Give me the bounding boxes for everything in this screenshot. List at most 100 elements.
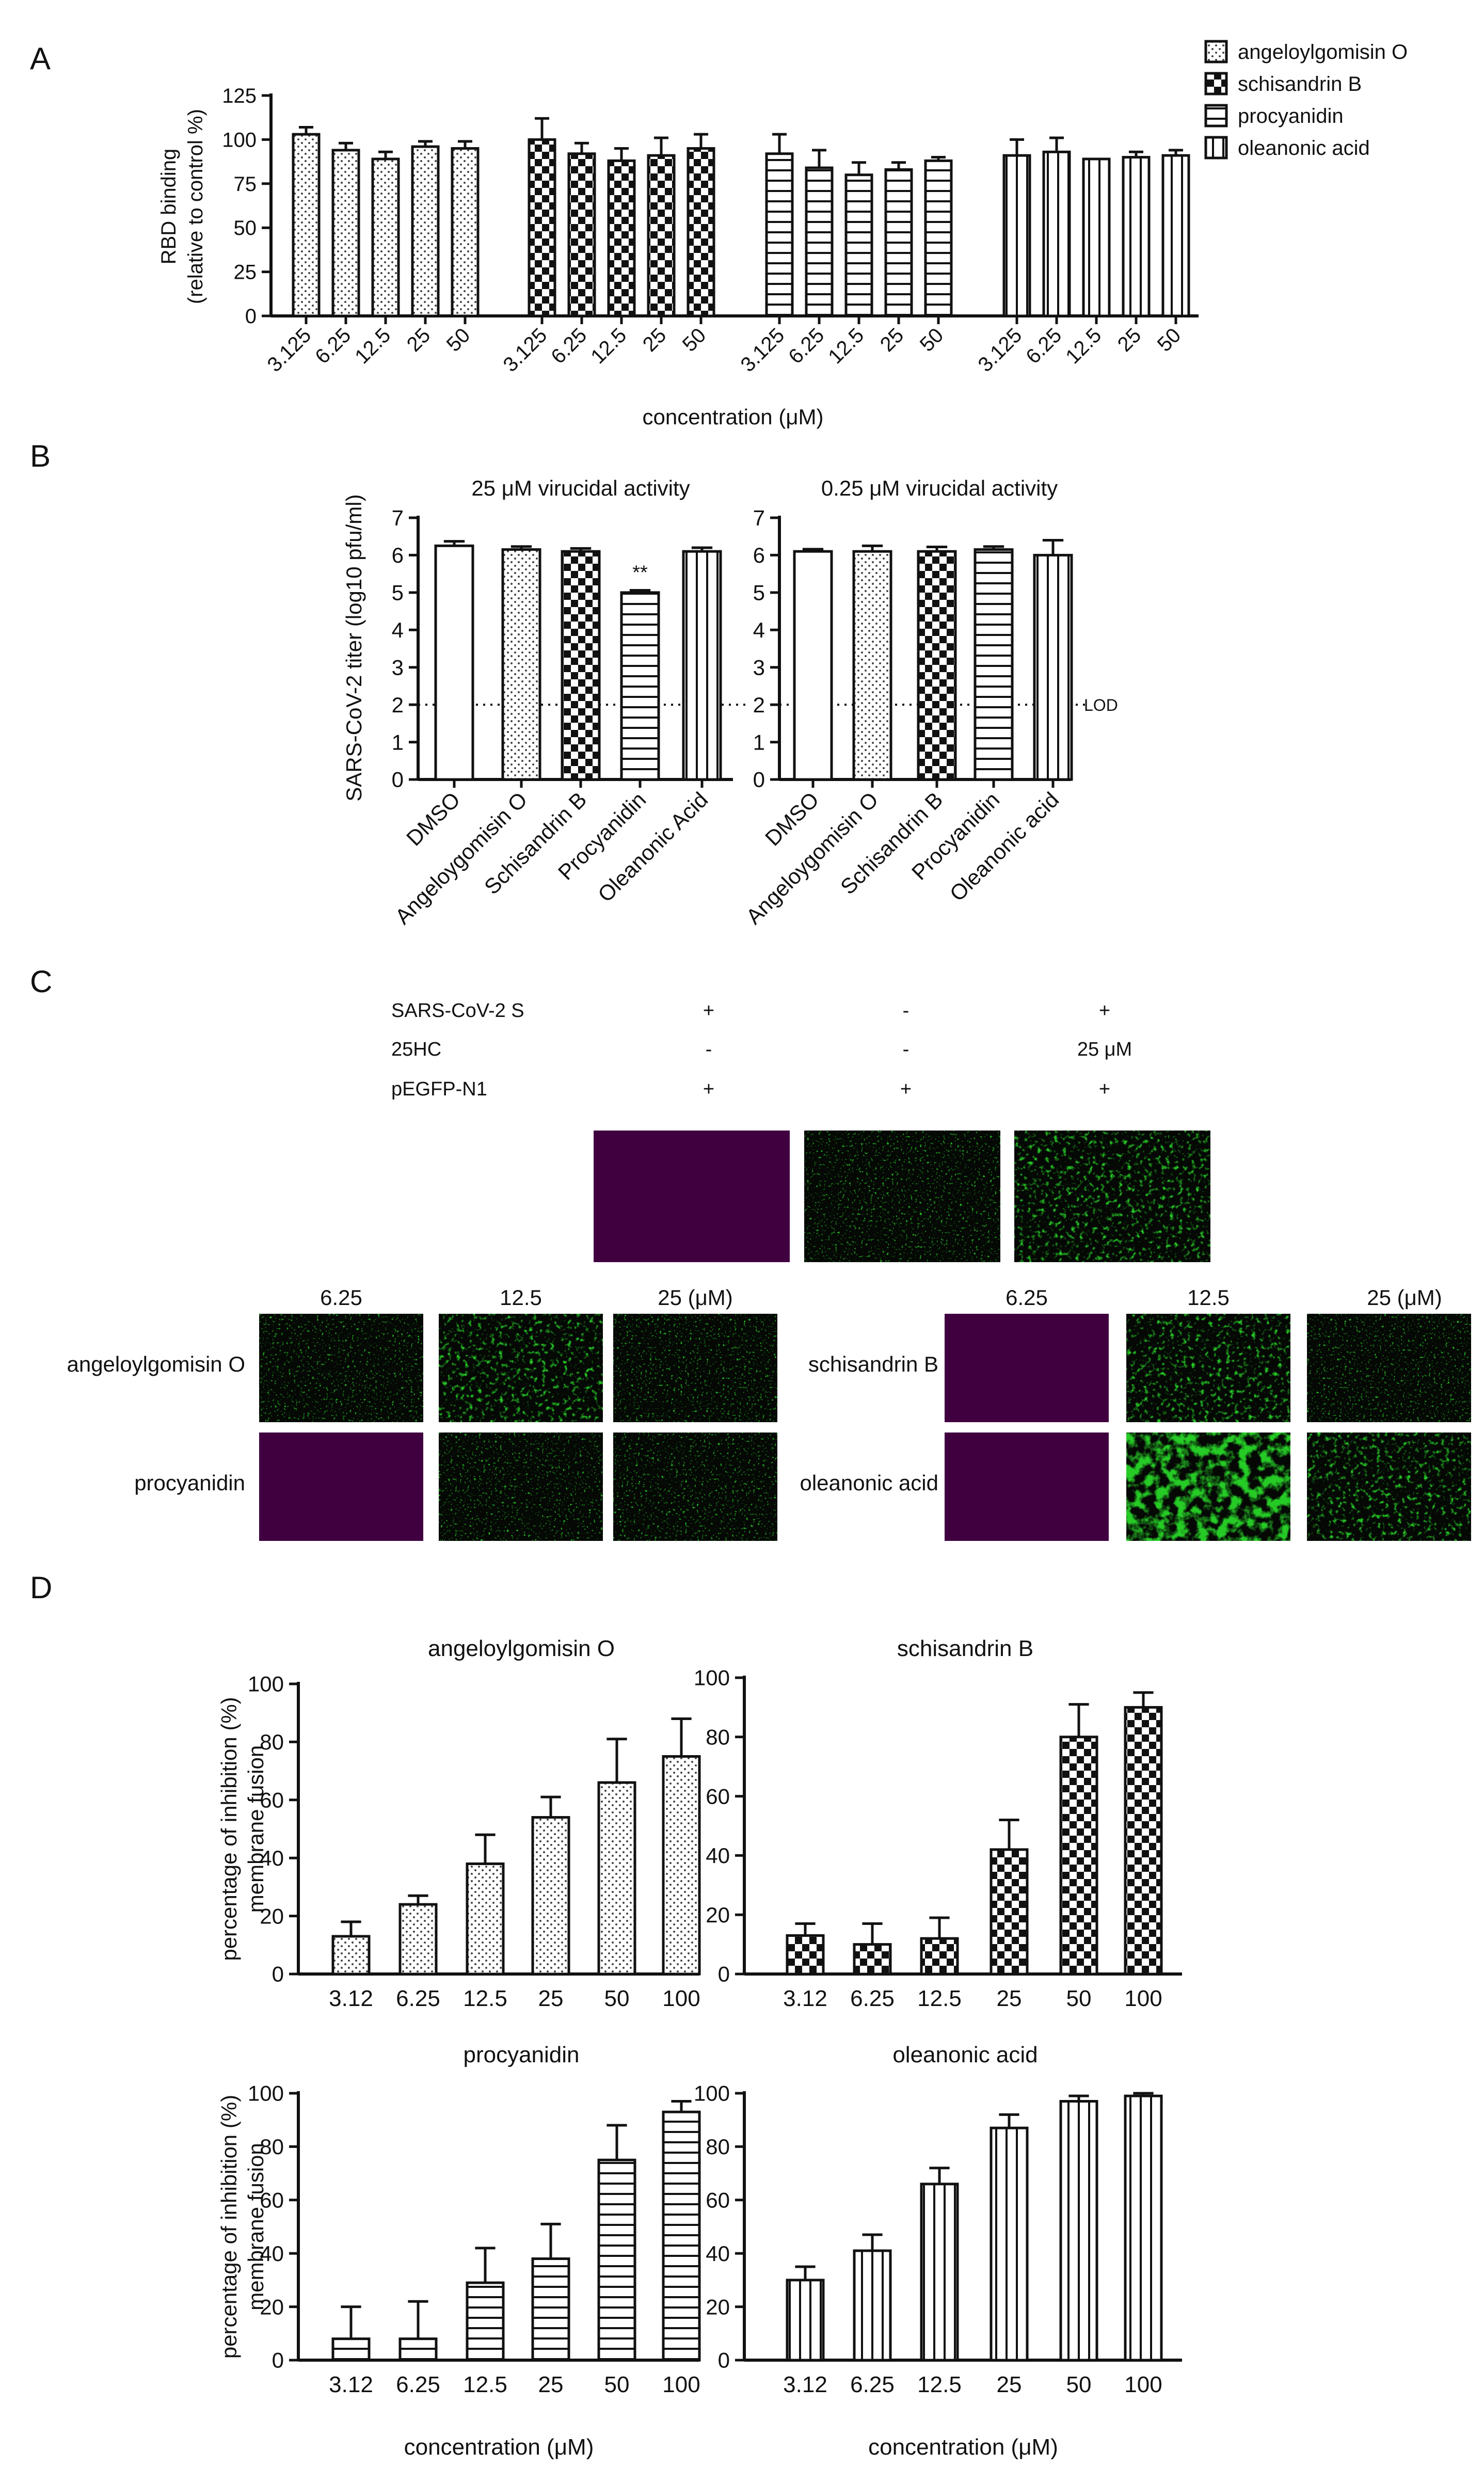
error-bar-oleanonic-acid-100 [1133, 2092, 1154, 2096]
bar-oleanonic-acid-25 [1122, 156, 1151, 317]
x-tick-label: 6.25 [547, 324, 591, 368]
error-bar-oleanonic-acid-3-125 [1010, 138, 1024, 156]
error-bar-schisandrin-b-3-12 [795, 1922, 816, 1936]
x-tick-label: 100 [662, 1986, 700, 2011]
y-tick-label: 80 [706, 2135, 730, 2159]
column-label: 25 (μM) [658, 1285, 733, 1310]
chart-fusion-angeloylgomisin-o: 0 20 40 60 80 100 angeloylgomisin O 3.12 6.25 12.… [217, 1636, 701, 2011]
bar-angeloylgomisin-o-50 [597, 1781, 636, 1976]
error-bar-angeloylgomisin-o-6-25 [339, 141, 353, 150]
y-tick-label: 25 [234, 261, 257, 284]
y-tick-label: 100 [694, 2081, 730, 2106]
error-bar-procyanidin-100 [671, 2100, 692, 2112]
error-bar-schisandrin-b-3-125 [535, 117, 549, 140]
bar-oleanonic-acid-50 [1059, 2100, 1098, 2362]
bar-schisandrin-b-3-125 [528, 138, 556, 317]
fluorescence-image-procyanidin-1 [439, 1433, 603, 1541]
bar-schisandrin-b-12-5 [607, 159, 636, 317]
x-tick-label: 3.125 [263, 324, 315, 376]
error-bar-angeloylgomisin-o-3-125 [299, 125, 313, 135]
legend-swatch-schisandrin-b [1204, 72, 1228, 96]
y-tick-label: 40 [260, 2241, 284, 2266]
bar-schisandrin-b-25 [990, 1848, 1029, 1976]
y-tick-label: 2 [392, 693, 404, 717]
x-axis-label: concentration (μM) [868, 2434, 1058, 2460]
bar-procyanidin-3-125 [765, 152, 794, 317]
fluorescence-image-angeloylgomisin-o-1 [439, 1314, 603, 1422]
y-tick-label: 40 [260, 1846, 284, 1870]
bar-oleanonic-acid-12-5 [920, 2183, 959, 2362]
bar-procyanidin-100 [662, 2110, 701, 2362]
x-tick-label: 100 [1124, 2372, 1162, 2397]
bar-angeloylgomisin-o-100 [662, 1755, 701, 1976]
error-bar-procyanidin [983, 545, 1004, 550]
error-bar-oleanonic-acid-50 [1169, 149, 1183, 156]
error-bar-oleanonic-acid-25 [999, 2113, 1019, 2128]
error-bar-oleanonic-acid-25 [1129, 150, 1143, 157]
chart-title: angeloylgomisin O [428, 1636, 615, 1661]
legend-swatch-angeloylgomisin-o [1204, 40, 1228, 63]
bar-angeloylgomisin-o-50 [451, 147, 480, 317]
error-bar-oleanonic-acid-12-5 [929, 2167, 950, 2184]
y-tick-label: 40 [706, 2241, 730, 2266]
condition-value: 25 μM [1077, 1039, 1132, 1060]
y-axis-label-line2: membrane fusion [244, 2143, 268, 2311]
error-bar-angeloylgomisin-o-50 [607, 1738, 627, 1783]
chart-fusion-procyanidin: 0 20 40 60 80 100 procyanidin 3.12 6.25 12.5 25 50 1… [217, 2042, 701, 2460]
x-tick-label: 50 [1066, 1986, 1092, 2011]
chart-fusion-schisandrin-b: 0 20 40 60 80 100 schisandrin B 3.12 6.25 12.5 25 5… [694, 1636, 1182, 2011]
x-tick-label: 6.25 [396, 1986, 440, 2011]
bar-procyanidin [974, 548, 1014, 781]
error-bar-procyanidin-25 [891, 161, 906, 170]
bar-oleanonic-acid-100 [1124, 2094, 1163, 2362]
x-tick-label: Oleanonic acid [945, 787, 1064, 906]
row-label-angeloylgomisin-o: angeloylgomisin O [67, 1352, 245, 1376]
y-tick-label: 1 [392, 730, 404, 754]
y-tick-label: 60 [706, 1784, 730, 1808]
error-bar-schisandrin-b [570, 547, 592, 552]
y-tick-label: 60 [706, 2188, 730, 2213]
legend-label-angeloylgomisin-o: angeloylgomisin O [1238, 41, 1408, 63]
bar-angeloylgomisin-o-25 [411, 145, 440, 317]
bar-oleanonic-acid-12-5 [1082, 157, 1111, 317]
x-tick-label: 3.125 [736, 324, 789, 376]
fluorescence-image-oleanonic-acid-1 [1126, 1433, 1290, 1541]
bar-procyanidin-25 [531, 2257, 570, 2362]
bar-dmso [793, 550, 833, 781]
y-axis-label: RBD binding [157, 149, 180, 265]
y-axis-label-line2: (relative to control %) [184, 109, 207, 304]
bar-procyanidin-6-25 [398, 2337, 438, 2362]
bar-angeloylgomisin-o-12-5 [466, 1862, 505, 1976]
error-bar-procyanidin-25 [540, 2222, 561, 2259]
bar-angeloylgomisin-o-6-25 [398, 1903, 438, 1976]
chart-title: schisandrin B [897, 1636, 1033, 1661]
x-tick-label: 12.5 [917, 2372, 962, 2397]
error-bar-oleanonic-acid [1042, 538, 1064, 555]
y-tick-label: 7 [753, 506, 765, 530]
legend-swatch-oleanonic-acid [1204, 136, 1228, 160]
legend-swatch-procyanidin [1204, 104, 1228, 128]
error-bar-oleanonic-acid-6-25 [862, 2233, 883, 2251]
error-bar-procyanidin-12-5 [475, 2247, 496, 2283]
y-tick-label: 60 [260, 2188, 284, 2213]
y-tick-label: 0 [753, 768, 765, 792]
bar-oleanonic-acid [682, 550, 722, 781]
error-bar-oleanonic-acid [691, 546, 713, 552]
y-tick-label: 100 [694, 1666, 730, 1690]
bar-schisandrin-b [561, 550, 601, 781]
error-bar-schisandrin-b [926, 545, 948, 552]
error-bar-schisandrin-b-25 [999, 1819, 1019, 1850]
condition-value: - [903, 1000, 909, 1022]
x-tick-label: 6.25 [850, 1986, 895, 2011]
bar-oleanonic-acid-6-25 [1042, 150, 1071, 317]
fluorescence-image-control-s-negative [804, 1131, 1000, 1262]
y-tick-label: 6 [753, 543, 765, 567]
y-tick-label: 1 [753, 730, 765, 754]
bar-procyanidin [620, 591, 660, 781]
bar-procyanidin-3-12 [331, 2337, 371, 2362]
y-axis-label: percentage of inhibition (%) [217, 2095, 241, 2359]
condition-value: + [1099, 1000, 1110, 1022]
chart-title: 25 μM virucidal activity [471, 476, 690, 500]
x-tick-label: 50 [604, 2372, 630, 2397]
